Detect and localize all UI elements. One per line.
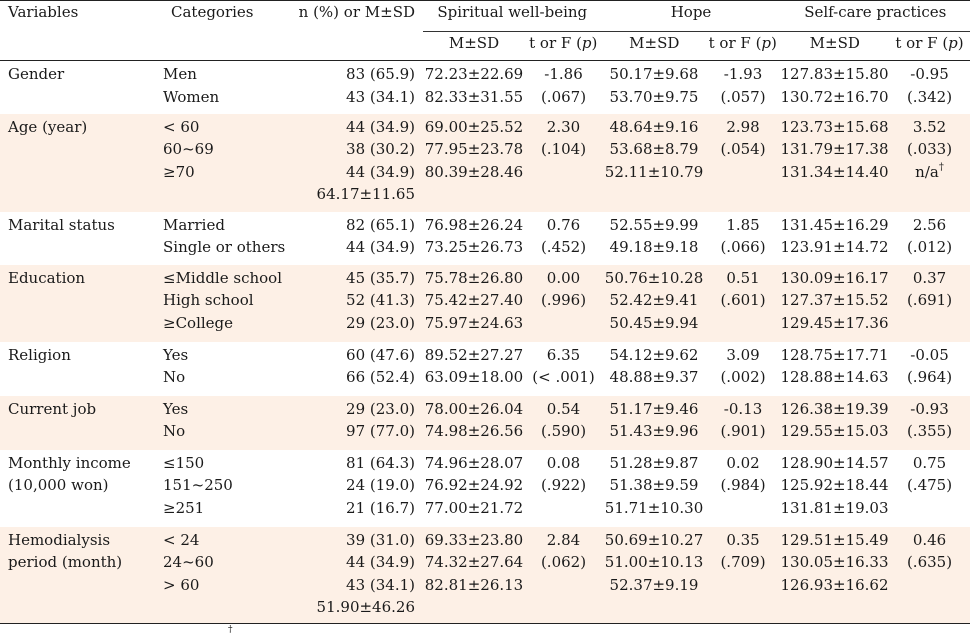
header-sc-t: t or F (p) (889, 31, 970, 61)
variable-cell: Gender (8, 65, 65, 83)
hope-t-cell: 2.98 (.054) (720, 117, 766, 159)
sc-t-cell: 0.46 (.635) (889, 526, 970, 624)
dagger-mark: † (938, 161, 944, 173)
sc-t-cell: 2.56 (.012) (906, 215, 953, 257)
n-cell: 60 (47.6) 66 (52.4) (346, 345, 415, 387)
header-row-2: M±SD t or F (p) M±SD t or F (p) M±SD t o… (0, 31, 970, 61)
header-hope-msd: M±SD (601, 31, 707, 61)
sc-t-cell: -0.93 (.355) (906, 399, 953, 441)
header-n: n (%) or M±SD (293, 0, 423, 61)
categories-cell: Married Single or others (163, 215, 286, 257)
hope-msd-cell: 50.17±9.68 53.70±9.75 (609, 65, 699, 106)
n-cell: 83 (65.9) 43 (34.1) (346, 65, 415, 106)
header-categories: Categories (163, 0, 293, 61)
header-group-hope: Hope (601, 0, 781, 32)
variable-cell: Marital status (8, 215, 115, 234)
header-group-selfcare: Self-care practices (779, 0, 970, 32)
n-cell: 81 (64.3) 24 (19.0) 21 (16.7) (346, 453, 415, 517)
categories-cell: Men Women (163, 65, 220, 106)
n-cell: 45 (35.7) 52 (41.3) 29 (23.0) (346, 268, 415, 332)
hope-t-cell: 0.02 (.984) (720, 453, 766, 495)
sc-t-cell: 0.37 (.691) (906, 268, 953, 310)
header-swb-t: t or F (p) (525, 31, 603, 61)
table-row: Gender Men Women 83 (65.9) 43 (34.1) 72.… (0, 61, 970, 114)
categories-cell: Yes No (163, 399, 189, 441)
categories-cell: Yes No (163, 345, 189, 387)
variable-cell: Education (8, 268, 86, 287)
sc-t-cell: -0.05 (.964) (906, 345, 953, 387)
categories-cell: ≤150 151~250 ≥251 (163, 453, 233, 517)
table-row: Marital status Married Single or others … (0, 212, 970, 265)
swb-msd-cell: 76.98±26.24 73.25±26.73 (424, 215, 524, 257)
variable-cell: Age (year) (8, 117, 88, 136)
hope-t-cell: 0.51 (.601) (720, 268, 766, 310)
hope-msd-cell: 50.69±10.27 51.00±10.13 52.37±9.19 (602, 526, 707, 624)
sc-msd-cell: 123.73±15.68 131.79±17.38 131.34±14.40 (780, 117, 889, 181)
sc-msd-cell: 130.09±16.17 127.37±15.52 129.45±17.36 (780, 268, 889, 332)
hope-msd-cell: 50.76±10.28 52.42±9.41 50.45±9.94 (604, 268, 704, 332)
hope-t-cell: -0.13 (.901) (720, 399, 766, 441)
variable-cell: Current job (8, 399, 97, 418)
swb-t-cell: 0.76 (.452) (540, 215, 587, 257)
swb-msd-cell: 69.00±25.52 77.95±23.78 80.39±28.46 (424, 117, 524, 181)
sc-t-text: 3.52 (.033) n/a (906, 117, 953, 181)
swb-t-cell: 2.30 (.104) (540, 117, 587, 159)
n-cell: 39 (31.0) 44 (34.9) 43 (34.1) 51.90±46.2… (293, 526, 423, 624)
variable-cell: Religion (8, 345, 71, 364)
header-swb-msd: M±SD (423, 31, 525, 61)
variable-cell: Hemodialysis period (month) (0, 526, 163, 624)
categories-cell: < 60 60~69 ≥70 (163, 117, 214, 181)
categories-cell: < 24 24~60 > 60 (163, 526, 293, 624)
swb-t-cell: 0.00 (.996) (540, 268, 587, 310)
swb-t-cell: 0.54 (.590) (540, 399, 587, 441)
n-cell: 29 (23.0) 97 (77.0) (346, 399, 415, 441)
swb-msd-cell: 72.23±22.69 82.33±31.55 (424, 65, 524, 106)
header-sc-msd: M±SD (779, 31, 890, 61)
table-row: Monthly income (10,000 won) ≤150 151~250… (0, 450, 970, 527)
hope-t-cell: 1.85 (.066) (720, 215, 766, 257)
table-row: Hemodialysis period (month) < 24 24~60 >… (0, 526, 970, 624)
n-cell: 44 (34.9) 38 (30.2) 44 (34.9) 64.17±11.6… (316, 117, 415, 204)
hope-t-cell: 0.35 (.709) (706, 526, 781, 624)
sc-msd-cell: 127.83±15.80 130.72±16.70 (780, 65, 889, 106)
header-hope-t: t or F (p) (706, 31, 781, 61)
hope-t-cell: 3.09 (.002) (720, 345, 766, 387)
footnote-mark: † (228, 625, 233, 635)
sc-t-cell: -0.95 (.342) (906, 65, 953, 106)
sc-t-cell: 0.75 (.475) (906, 453, 953, 495)
categories-cell: ≤Middle school High school ≥College (163, 268, 282, 332)
table-row: Education ≤Middle school High school ≥Co… (0, 264, 970, 342)
hope-t-cell: -1.93 (.057) (720, 65, 766, 106)
swb-t-cell: 6.35 (< .001) (532, 345, 595, 387)
sc-t-cell: 3.52 (.033) n/a† (889, 114, 970, 212)
swb-msd-cell: 78.00±26.04 74.98±26.56 (424, 399, 524, 441)
swb-t-cell: -1.86 (.067) (540, 65, 587, 106)
table-row: Age (year) < 60 60~69 ≥70 44 (34.9) 38 (… (0, 113, 970, 212)
header-group-spiritual: Spiritual well-being (423, 0, 603, 32)
swb-t-cell: 2.84 (.062) (525, 526, 603, 624)
hope-msd-cell: 51.28±9.87 51.38±9.59 51.71±10.30 (604, 453, 704, 517)
sc-msd-cell: 128.90±14.57 125.92±18.44 131.81±19.03 (780, 453, 889, 517)
hope-msd-cell: 51.17±9.46 51.43±9.96 (609, 399, 699, 441)
sc-msd-cell: 126.38±19.39 129.55±15.03 (780, 399, 889, 441)
hope-msd-cell: 54.12±9.62 48.88±9.37 (609, 345, 699, 387)
swb-msd-cell: 74.96±28.07 76.92±24.92 77.00±21.72 (424, 453, 524, 517)
table-row: Religion Yes No 60 (47.6) 66 (52.4) 89.5… (0, 342, 970, 396)
header-row-1: Variables Categories n (%) or M±SD Spiri… (0, 0, 970, 61)
variable-cell: Monthly income (10,000 won) (8, 453, 131, 495)
swb-msd-cell: 69.33±23.80 74.32±27.64 82.81±26.13 (423, 526, 525, 624)
header-variables: Variables (0, 0, 163, 61)
swb-msd-cell: 75.78±26.80 75.42±27.40 75.97±24.63 (424, 268, 524, 332)
sc-msd-cell: 128.75±17.71 128.88±14.63 (780, 345, 889, 387)
table-row: Current job Yes No 29 (23.0) 97 (77.0) 7… (0, 395, 970, 450)
hope-msd-cell: 48.64±9.16 53.68±8.79 52.11±10.79 (604, 117, 704, 181)
sc-msd-cell: 131.45±16.29 123.91±14.72 (780, 215, 889, 257)
sc-msd-cell: 129.51±15.49 130.05±16.33 126.93±16.62 (780, 526, 890, 624)
hope-msd-cell: 52.55±9.99 49.18±9.18 (609, 215, 699, 257)
swb-msd-cell: 89.52±27.27 63.09±18.00 (424, 345, 524, 387)
n-cell: 82 (65.1) 44 (34.9) (346, 215, 415, 257)
swb-t-cell: 0.08 (.922) (540, 453, 587, 495)
